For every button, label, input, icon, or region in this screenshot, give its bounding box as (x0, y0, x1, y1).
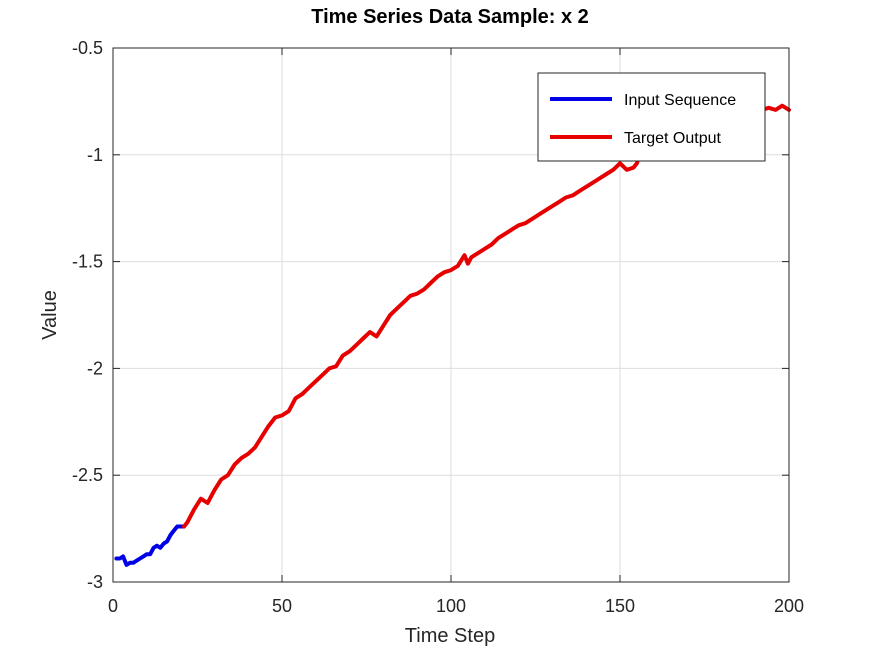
y-axis-label: Value (39, 290, 61, 340)
x-tick-label: 100 (436, 596, 466, 616)
y-tick-label: -2 (87, 358, 103, 378)
x-tick-label: 0 (108, 596, 118, 616)
y-tick-label: -2.5 (72, 465, 103, 485)
y-tick-label: -3 (87, 572, 103, 592)
axis-ticks: 0 50 100 150 200 -3 -2.5 -2 -1.5 -1 -0.5 (72, 38, 804, 616)
x-axis-label: Time Step (405, 625, 495, 647)
y-tick-label: -1 (87, 145, 103, 165)
chart-title: Time Series Data Sample: x 2 (311, 6, 589, 28)
x-tick-label: 50 (272, 596, 292, 616)
legend-label-input-sequence: Input Sequence (624, 92, 736, 109)
legend-box (537, 72, 766, 162)
x-tick-label: 150 (605, 596, 635, 616)
legend-label-target-output: Target Output (624, 130, 722, 147)
legend: Input Sequence Target Output (537, 72, 766, 162)
y-tick-label: -0.5 (72, 38, 103, 58)
y-tick-label: -1.5 (72, 252, 103, 272)
x-tick-label: 200 (774, 596, 804, 616)
series-line-input-sequence (114, 524, 186, 567)
